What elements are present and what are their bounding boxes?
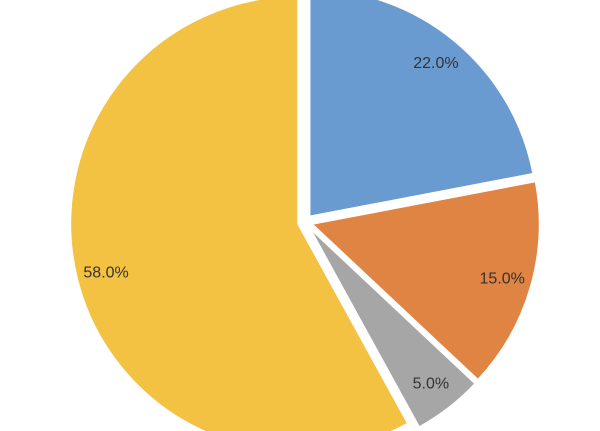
pie-slice bbox=[308, 226, 477, 429]
data-label: 15.0% bbox=[480, 271, 525, 288]
pie-slice bbox=[69, 0, 410, 431]
data-label: 5.0% bbox=[413, 375, 449, 392]
data-label: 22.0% bbox=[413, 55, 458, 72]
pie-slice bbox=[308, 0, 535, 218]
pie-slice bbox=[309, 180, 541, 382]
data-label: 58.0% bbox=[83, 264, 128, 281]
